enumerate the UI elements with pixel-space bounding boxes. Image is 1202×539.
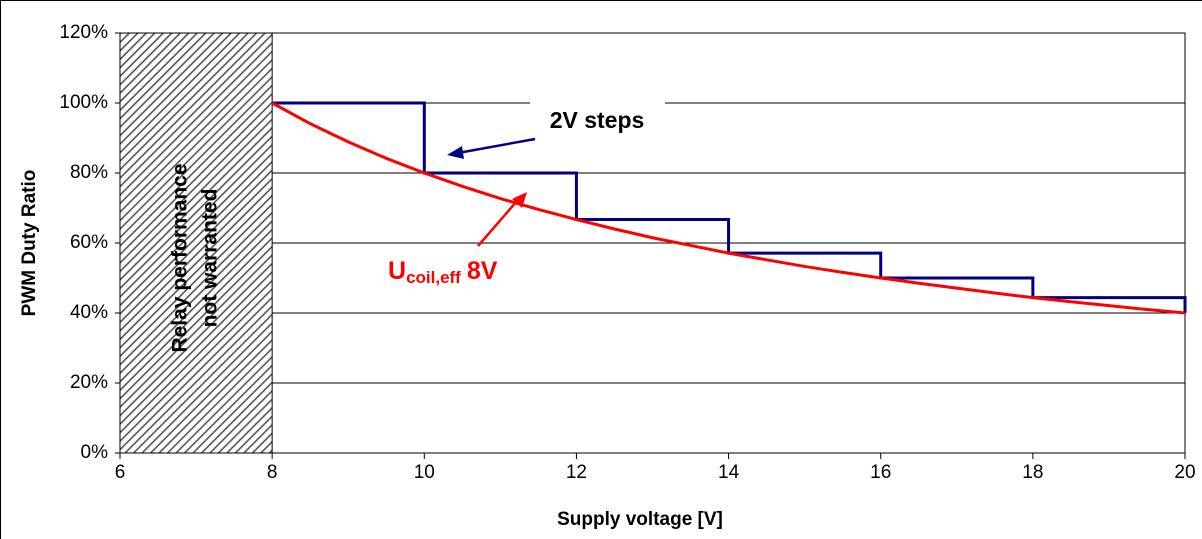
plot-border <box>119 32 1186 454</box>
x-tick-label: 20 <box>1174 462 1195 483</box>
y-tick-label: 100% <box>59 92 108 113</box>
x-tick-label: 10 <box>414 462 435 483</box>
annotation-subscript: coil,eff <box>406 268 461 287</box>
x-tick-label: 14 <box>718 462 740 483</box>
annotation-text: U <box>388 257 406 285</box>
y-tick-label: 20% <box>70 372 108 393</box>
shaded-label: not warranted <box>199 189 222 328</box>
y-tick-label: 120% <box>59 22 108 43</box>
y-tick-label: 60% <box>70 232 108 253</box>
y-tick-label: 0% <box>81 442 109 463</box>
y-tick-label: 40% <box>70 302 108 323</box>
x-tick-label: 12 <box>566 462 587 483</box>
annotation-suffix: 8V <box>467 257 498 285</box>
shaded-region <box>119 32 273 454</box>
annotation-arrow <box>457 137 536 155</box>
annotation: Ucoil,eff 8V <box>388 257 498 288</box>
annotation: 2V steps <box>550 107 645 133</box>
x-axis-title: Supply voltage [V] <box>557 509 723 530</box>
y-tick-label: 80% <box>70 162 108 183</box>
annotation-arrow <box>477 200 518 247</box>
arrow-head <box>447 146 464 159</box>
series-line <box>271 101 1186 315</box>
x-tick-label: 18 <box>1022 462 1043 483</box>
x-tick-label: 8 <box>267 462 278 483</box>
x-tick-label: 16 <box>870 462 891 483</box>
shaded-label: Relay performance <box>169 163 192 352</box>
x-tick-label: 6 <box>115 462 126 483</box>
y-axis-title: PWM Duty Ratio <box>19 170 40 317</box>
annotation-bg <box>530 100 665 144</box>
arrow-head <box>512 192 527 208</box>
